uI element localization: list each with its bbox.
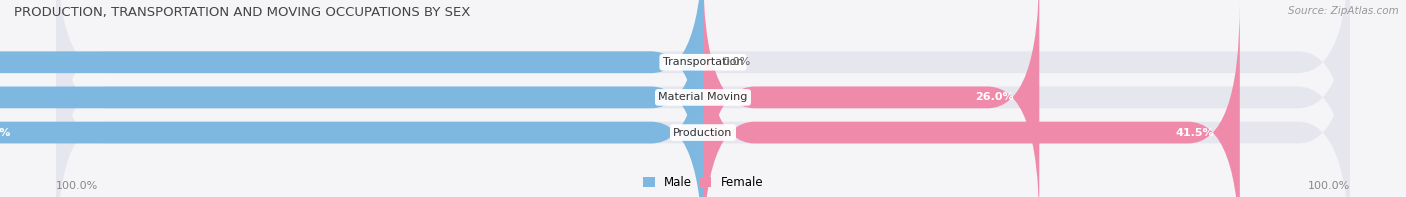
FancyBboxPatch shape	[56, 0, 1350, 192]
FancyBboxPatch shape	[56, 3, 1350, 197]
FancyBboxPatch shape	[0, 0, 703, 192]
FancyBboxPatch shape	[0, 3, 703, 197]
FancyBboxPatch shape	[56, 0, 1350, 197]
Text: 58.5%: 58.5%	[0, 128, 10, 138]
FancyBboxPatch shape	[703, 0, 1039, 197]
Text: 41.5%: 41.5%	[1175, 128, 1213, 138]
Text: Material Moving: Material Moving	[658, 92, 748, 102]
Text: Source: ZipAtlas.com: Source: ZipAtlas.com	[1288, 6, 1399, 16]
FancyBboxPatch shape	[0, 0, 703, 197]
FancyBboxPatch shape	[703, 3, 1240, 197]
Text: PRODUCTION, TRANSPORTATION AND MOVING OCCUPATIONS BY SEX: PRODUCTION, TRANSPORTATION AND MOVING OC…	[14, 6, 471, 19]
Text: 100.0%: 100.0%	[56, 181, 98, 191]
Text: Transportation: Transportation	[662, 57, 744, 67]
Text: 0.0%: 0.0%	[723, 57, 751, 67]
Text: Production: Production	[673, 128, 733, 138]
Legend: Male, Female: Male, Female	[643, 176, 763, 189]
Text: 100.0%: 100.0%	[1308, 181, 1350, 191]
Text: 26.0%: 26.0%	[974, 92, 1014, 102]
